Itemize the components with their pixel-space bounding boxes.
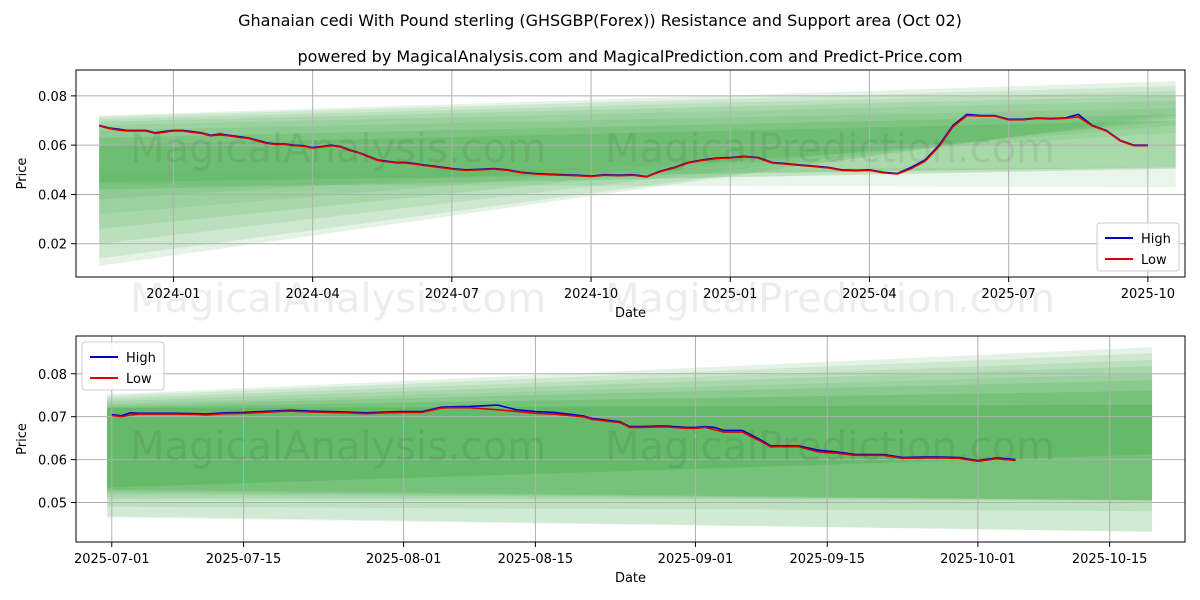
watermark-analysis: MagicalAnalysis.com xyxy=(130,276,546,322)
x-tick-label: 2024-10 xyxy=(564,287,618,302)
y-axis-label: Price xyxy=(15,423,30,455)
x-tick-label: 2025-07-01 xyxy=(74,552,150,567)
subtitle: powered by MagicalAnalysis.com and Magic… xyxy=(297,47,962,66)
x-tick-label: 2025-09-01 xyxy=(658,552,734,567)
main-title: Ghanaian cedi With Pound sterling (GHSGB… xyxy=(238,11,962,30)
x-tick-label: 2024-07 xyxy=(425,287,479,302)
y-tick-label: 0.02 xyxy=(38,238,67,253)
series xyxy=(111,404,1016,463)
legend-box xyxy=(1096,222,1180,272)
watermarks: MagicalAnalysis.com MagicalPrediction.co… xyxy=(130,126,1055,470)
y-axis-label: Price xyxy=(15,158,30,190)
band-layer xyxy=(107,353,1153,512)
legend: High Low xyxy=(1096,222,1180,272)
top-chart: 2024-01 2024-04 2024-07 2024-10 2025-01 2025-… xyxy=(15,69,1186,321)
series xyxy=(98,113,1148,178)
y-tick-label: 0.05 xyxy=(38,497,67,512)
legend-low-label: Low xyxy=(1141,253,1167,268)
resistance-support-bands xyxy=(99,81,1176,266)
x-tick-label: 2025-01 xyxy=(703,287,757,302)
watermark-prediction: MagicalPrediction.com xyxy=(605,424,1055,470)
band-layer xyxy=(99,95,1176,229)
legend: High Low xyxy=(81,341,165,391)
axes-frame xyxy=(75,69,1186,278)
band-layer xyxy=(107,373,1153,501)
band-layer xyxy=(99,90,1176,244)
watermark-prediction: MagicalPrediction.com xyxy=(605,276,1055,322)
legend-low-label: Low xyxy=(126,372,152,387)
x-tick-label: 2025-08-15 xyxy=(498,552,574,567)
x-tick-label: 2025-10-01 xyxy=(940,552,1016,567)
x-tick-label: 2024-01 xyxy=(146,287,200,302)
x-axis-label: Date xyxy=(615,306,646,321)
x-tick-label: 2025-07 xyxy=(982,287,1036,302)
band-layer xyxy=(107,390,1153,501)
series-low-line xyxy=(98,114,1148,178)
band-layer xyxy=(99,81,1176,266)
watermark-prediction: MagicalPrediction.com xyxy=(605,126,1055,172)
x-tick-label: 2025-07-15 xyxy=(206,552,282,567)
series-low-line xyxy=(111,406,1016,463)
band-layer xyxy=(99,86,1176,259)
band-lower-fan xyxy=(99,167,1176,188)
watermark-analysis: MagicalAnalysis.com xyxy=(130,126,546,172)
x-tick-label: 2025-10-15 xyxy=(1072,552,1148,567)
band-lower-fan xyxy=(107,502,1153,532)
x-tick-label: 2025-04 xyxy=(842,287,896,302)
x-tick-label: 2024-04 xyxy=(285,287,339,302)
grid xyxy=(76,336,1185,542)
y-tick-label: 0.06 xyxy=(38,454,67,469)
y-tick-label: 0.08 xyxy=(38,90,67,105)
band-layer xyxy=(107,380,1153,501)
resistance-support-bands xyxy=(107,347,1153,532)
legend-box xyxy=(81,341,165,391)
band-layer xyxy=(107,404,1153,488)
band-layer xyxy=(107,366,1153,501)
legend-high-label: High xyxy=(126,351,156,366)
grid xyxy=(76,70,1185,277)
y-tick-label: 0.07 xyxy=(38,411,67,426)
x-axis-label: Date xyxy=(615,571,646,586)
band-layer xyxy=(107,347,1153,532)
x-tick-label: 2025-08-01 xyxy=(366,552,442,567)
x-tick-label: 2025-10 xyxy=(1121,287,1175,302)
band-layer xyxy=(99,120,1176,183)
band-layer xyxy=(107,360,1153,503)
band-layer xyxy=(99,100,1176,215)
watermark-analysis: MagicalAnalysis.com xyxy=(130,424,546,470)
legend-high-label: High xyxy=(1141,232,1171,247)
bottom-chart: 2025-07-01 2025-07-15 2025-08-01 2025-08-15… xyxy=(15,335,1186,586)
y-tick-label: 0.08 xyxy=(38,368,67,383)
y-tick-label: 0.06 xyxy=(38,139,67,154)
x-tick-label: 2025-09-15 xyxy=(789,552,865,567)
band-layer xyxy=(99,108,1176,200)
axes-frame xyxy=(75,335,1186,543)
series-high-line xyxy=(111,404,1016,462)
y-tick-label: 0.04 xyxy=(38,188,67,203)
